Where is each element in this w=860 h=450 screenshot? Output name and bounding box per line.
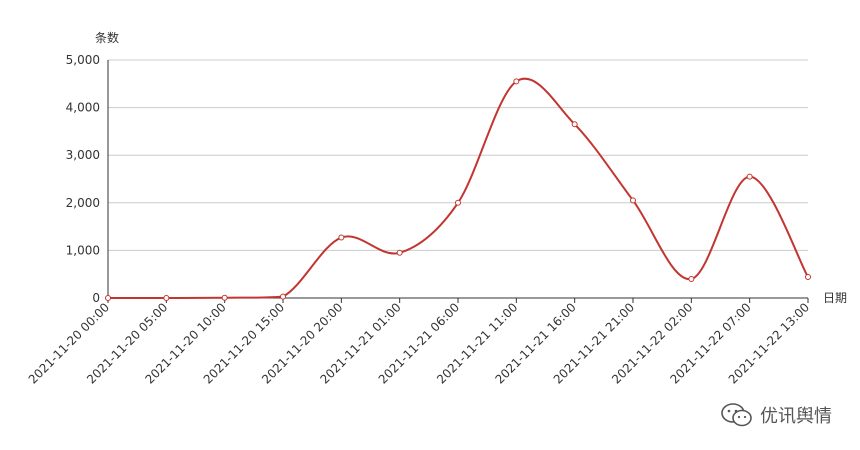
grid-lines xyxy=(108,59,808,299)
y-tick-label: 0 xyxy=(92,291,100,305)
data-point[interactable] xyxy=(571,121,578,128)
y-tick-label: 3,000 xyxy=(66,148,100,162)
data-point[interactable] xyxy=(630,197,636,204)
wechat-icon xyxy=(721,403,752,427)
data-point[interactable] xyxy=(280,293,286,300)
series-line xyxy=(107,77,809,299)
y-axis-title: 条数 xyxy=(95,30,119,45)
y-tick-label: 4,000 xyxy=(66,101,100,115)
watermark: 优讯舆情 xyxy=(720,402,832,428)
x-axis-title: 日期 xyxy=(823,291,847,305)
series-group xyxy=(105,77,811,301)
y-tick-label: 2,000 xyxy=(66,196,100,210)
data-point[interactable] xyxy=(688,275,695,282)
y-tick-label: 5,000 xyxy=(66,53,100,67)
data-point[interactable] xyxy=(163,295,170,301)
data-point[interactable] xyxy=(805,274,811,281)
data-point[interactable] xyxy=(513,78,520,85)
data-point[interactable] xyxy=(396,249,403,256)
data-point[interactable] xyxy=(221,294,228,301)
y-tick-label: 1,000 xyxy=(66,243,100,257)
data-point[interactable] xyxy=(105,295,111,301)
data-point[interactable] xyxy=(455,199,461,206)
data-point[interactable] xyxy=(746,173,753,180)
watermark-text: 优讯舆情 xyxy=(760,406,832,427)
data-point[interactable] xyxy=(338,234,345,241)
y-axis: 0 1,000 2,000 3,000 4,000 5,000 xyxy=(66,53,109,305)
